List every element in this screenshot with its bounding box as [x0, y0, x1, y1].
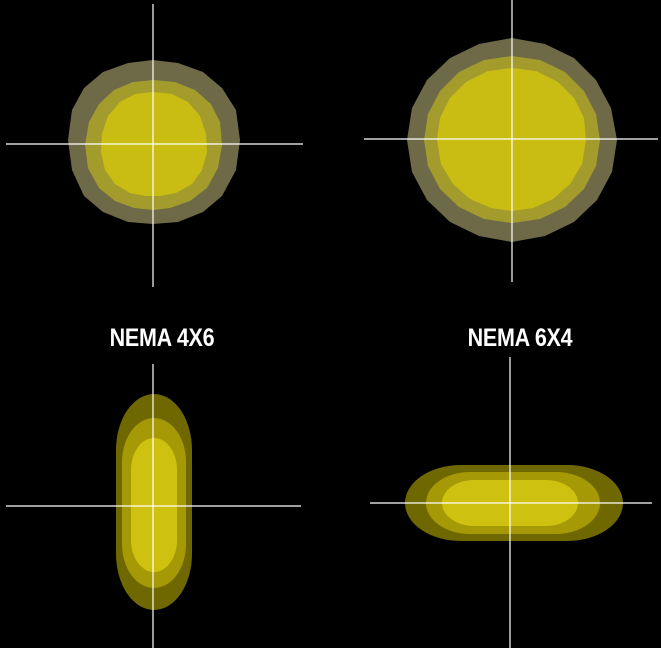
caption-nema-6x4: NEMA 6X4	[467, 324, 573, 352]
beam-inner-zone	[131, 438, 177, 572]
beam-pattern-round-large	[340, 0, 661, 290]
caption-nema-4x6: NEMA 4X6	[109, 324, 215, 352]
beam-pattern-round-small	[0, 0, 320, 290]
beam-pattern-vertical-oval	[0, 360, 320, 648]
beam-pattern-horizontal-oval	[340, 355, 661, 648]
